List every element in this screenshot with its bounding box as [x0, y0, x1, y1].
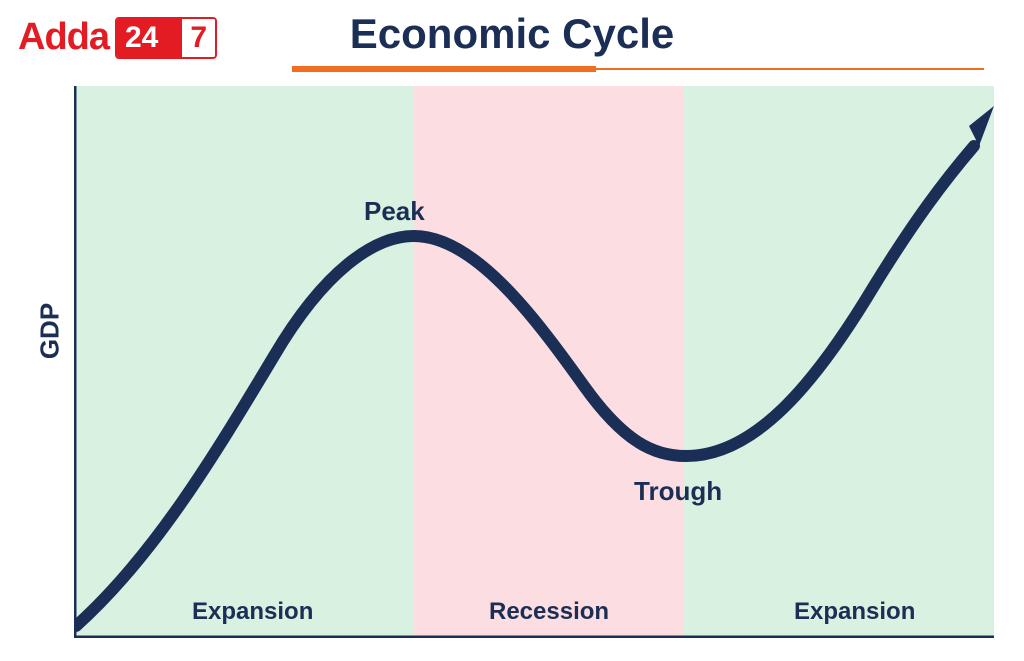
page-title: Economic Cycle: [350, 10, 674, 58]
y-axis-label: GDP: [35, 302, 66, 358]
brand-logo: Adda 24 7: [18, 16, 217, 59]
phase-label-expansion-2: Expansion: [794, 598, 915, 626]
trough-label: Trough: [634, 476, 722, 507]
logo-text: Adda: [18, 16, 109, 59]
peak-label: Peak: [364, 196, 425, 227]
header: Adda 24 7 Economic Cycle: [0, 8, 1024, 68]
logo-box-sep: [166, 19, 182, 57]
logo-box: 24 7: [115, 17, 217, 59]
logo-box-left: 24: [117, 19, 166, 57]
logo-box-right: 7: [182, 19, 215, 57]
economic-cycle-chart: Peak Trough Expansion Recession Expansio…: [74, 86, 994, 638]
phase-label-expansion-1: Expansion: [192, 598, 313, 626]
chart-svg: [74, 86, 994, 638]
phase-label-recession: Recession: [489, 598, 609, 626]
title-underline: [292, 66, 984, 72]
